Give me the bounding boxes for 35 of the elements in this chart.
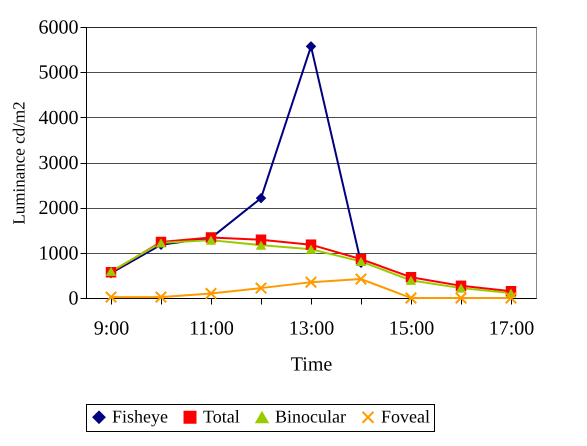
point [204, 287, 218, 300]
y-tick-label: 1000 [38, 242, 78, 264]
x-tick-label: 13:00 [288, 318, 334, 340]
point [456, 284, 466, 293]
y-tick-label: 2000 [38, 197, 78, 220]
legend-label: Fisheye [112, 406, 168, 426]
x-tick-label: 15:00 [388, 318, 434, 340]
point [504, 292, 518, 304]
y-tick-label: 6000 [38, 16, 78, 38]
point [254, 282, 268, 294]
y-tick-label: 0 [68, 288, 78, 310]
x-tick-label: 11:00 [189, 318, 234, 340]
point [256, 192, 266, 204]
legend-label: Foveal [381, 406, 430, 426]
point [306, 41, 316, 52]
point [104, 290, 118, 304]
y-tick-label: 5000 [38, 62, 78, 84]
point [306, 244, 316, 254]
x-tick-label: 17:00 [488, 318, 534, 340]
y-axis-title: Luminance cd/m2 [10, 101, 28, 225]
point [154, 290, 168, 304]
x-tick-label: 9:00 [94, 318, 130, 340]
point [256, 240, 266, 250]
y-tick-label: 4000 [38, 106, 78, 129]
x-axis-title: Time [290, 354, 332, 376]
point [354, 272, 368, 286]
y-tick-label: 3000 [38, 152, 78, 174]
point [454, 292, 468, 304]
point [406, 276, 416, 285]
legend-label: Binocular [275, 406, 346, 426]
point [356, 256, 366, 266]
legend-label: Total [203, 406, 240, 426]
point [404, 292, 418, 304]
point [304, 276, 318, 288]
point [206, 236, 216, 245]
